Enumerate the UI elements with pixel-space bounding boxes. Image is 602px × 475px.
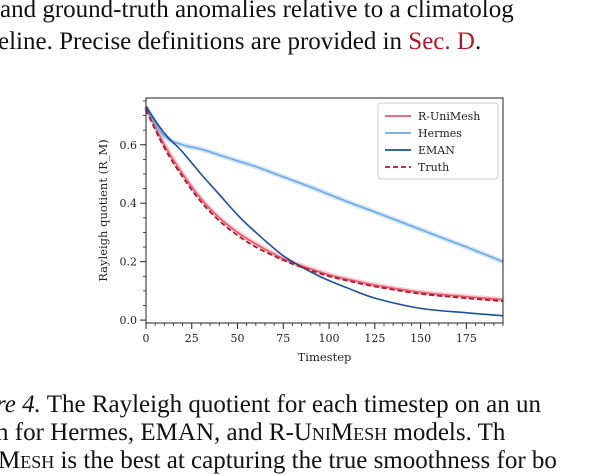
legend-label: Truth <box>418 161 449 174</box>
caption-line-1-text: The Rayleigh quotient for each timestep … <box>40 391 542 418</box>
series-line-r-unimesh <box>145 106 504 301</box>
x-axis-label: Timestep <box>298 350 352 364</box>
caption-line-3: Mesh is the best at capturing the true s… <box>0 447 557 475</box>
caption-line-2: n for Hermes, EMAN, and R-UniMesh models… <box>0 419 505 447</box>
x-tick-label: 175 <box>456 332 477 345</box>
intro-line-1: and ground-truth anomalies relative to a… <box>0 0 514 24</box>
x-tick-label: 25 <box>185 332 199 345</box>
x-tick-label: 100 <box>319 332 340 345</box>
y-tick-label: 0.2 <box>120 256 138 269</box>
y-axis-label: Rayleigh quotient (R_M) <box>96 139 110 282</box>
model-name-mesh: Mesh <box>0 447 55 474</box>
model-name-unimesh: UniMesh <box>293 419 388 446</box>
caption-line-2-text: n for Hermes, EMAN, and R- <box>0 419 294 446</box>
y-tick-label: 0.0 <box>120 314 138 327</box>
intro-line-1-text: and ground-truth anomalies relative to a… <box>0 0 514 23</box>
legend-label: R-UniMesh <box>418 110 480 123</box>
x-tick-label: 0 <box>143 332 150 345</box>
legend-label: EMAN <box>418 144 455 157</box>
y-tick-label: 0.6 <box>120 139 138 152</box>
series-line-eman <box>145 106 504 317</box>
plot-frame <box>145 97 504 324</box>
rayleigh-quotient-figure: 0 25 50 75 100 125 150 175 0.0 0.2 0.4 0.6 Timestep R… <box>96 97 504 364</box>
intro-line-2: eline. Precise definitions are provided … <box>0 28 482 55</box>
caption-line-3-text: is the best at capturing the true smooth… <box>54 447 557 474</box>
legend-box <box>377 102 499 180</box>
intro-line-2-text: eline. Precise definitions are provided … <box>0 28 409 55</box>
series-line-truth <box>145 109 504 302</box>
x-tick-label: 150 <box>410 332 431 345</box>
legend-label: Hermes <box>418 127 462 140</box>
caption-line-1: re 4. The Rayleigh quotient for each tim… <box>0 391 541 419</box>
section-reference-link[interactable]: Sec. D <box>408 28 475 55</box>
x-tick-label: 125 <box>364 332 385 345</box>
x-tick-label: 50 <box>231 332 245 345</box>
y-tick-label: 0.4 <box>120 197 138 210</box>
figure-label: re 4. <box>0 391 41 418</box>
series-line-hermes <box>145 106 504 263</box>
x-tick-label: 75 <box>276 332 290 345</box>
